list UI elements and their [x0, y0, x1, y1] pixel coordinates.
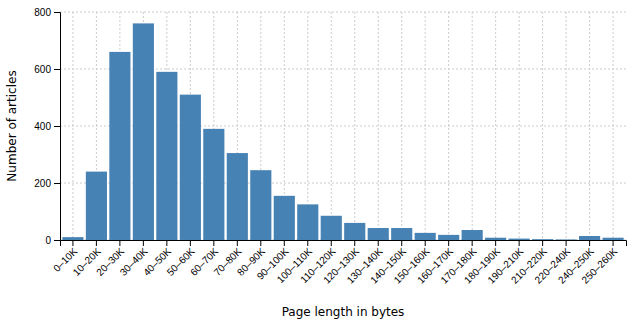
x-axis-line [61, 241, 627, 247]
x-grid-line [519, 12, 520, 240]
x-grid-line [378, 12, 379, 240]
x-grid-line [613, 12, 614, 240]
y-tick-mark [54, 69, 60, 70]
x-tick-mark [307, 240, 308, 246]
x-grid-line [72, 12, 73, 240]
y-axis-title: Number of articles [5, 70, 19, 181]
x-axis-title: Page length in bytes [282, 305, 405, 319]
y-tick: 400 [34, 121, 60, 132]
x-tick-label: 250–260K [579, 245, 619, 285]
x-tick-mark [96, 240, 97, 246]
grid [60, 12, 626, 240]
y-tick: 200 [34, 178, 60, 189]
x-tick-mark [166, 240, 167, 246]
y-axis: 0 200 400 600 800 [34, 7, 60, 246]
bar [86, 172, 107, 240]
x-grid-line [331, 12, 332, 240]
x-tick-mark [401, 240, 402, 246]
bar [532, 239, 553, 240]
bar [297, 204, 318, 240]
x-tick-mark [284, 240, 285, 246]
x-axis: 0–10K10–20K20–30K30–40K40–50K50–60K60–70… [51, 240, 626, 286]
x-tick-mark [237, 240, 238, 246]
x-tick-mark [143, 240, 144, 246]
y-grid-line [60, 12, 626, 13]
x-tick-mark [472, 240, 473, 246]
y-tick-mark [54, 240, 60, 241]
y-tick-label: 400 [34, 121, 51, 132]
x-tick-mark [495, 240, 496, 246]
y-tick-label: 600 [34, 64, 51, 75]
bar [109, 52, 130, 240]
y-tick-label: 800 [34, 7, 51, 18]
bar [485, 238, 506, 240]
chart: 0–10K10–20K20–30K30–40K40–50K50–60K60–70… [0, 0, 640, 324]
y-tick: 0 [45, 235, 60, 246]
x-tick-mark [448, 240, 449, 246]
y-tick-label: 200 [34, 178, 51, 189]
bars [62, 23, 623, 240]
x-grid-line [448, 12, 449, 240]
x-grid-line [566, 12, 567, 240]
x-tick-mark [542, 240, 543, 246]
y-tick-label: 0 [45, 235, 51, 246]
x-tick-mark [519, 240, 520, 246]
y-tick-mark [54, 126, 60, 127]
bar [509, 239, 530, 240]
x-tick-mark [260, 240, 261, 246]
x-grid-line [542, 12, 543, 240]
x-tick-mark [613, 240, 614, 246]
x-tick-mark [72, 240, 73, 246]
x-grid-line [354, 12, 355, 240]
bar [156, 72, 177, 240]
bar [391, 228, 412, 240]
bar [368, 228, 389, 240]
bar [227, 153, 248, 240]
bar [462, 230, 483, 240]
bar [180, 95, 201, 240]
x-tick-mark [354, 240, 355, 246]
x-tick-mark [425, 240, 426, 246]
bar [344, 223, 365, 240]
x-grid-line [589, 12, 590, 240]
x-grid-line [425, 12, 426, 240]
x-tick-mark [190, 240, 191, 246]
x-tick-mark [331, 240, 332, 246]
x-tick-mark [378, 240, 379, 246]
bar [321, 216, 342, 240]
x-tick-mark [119, 240, 120, 246]
x-grid-line [401, 12, 402, 240]
bar [133, 23, 154, 240]
x-tick-mark [589, 240, 590, 246]
x-grid-line [495, 12, 496, 240]
y-tick-mark [54, 12, 60, 13]
y-axis-line [54, 13, 61, 241]
x-tick-mark [213, 240, 214, 246]
x-tick-mark [566, 240, 567, 246]
x-tick: 250–260K [579, 240, 619, 286]
bar [274, 196, 295, 240]
bar [556, 239, 577, 240]
y-tick: 600 [34, 64, 60, 75]
bar [415, 233, 436, 240]
bar [203, 129, 224, 240]
x-grid-line [472, 12, 473, 240]
bar [62, 237, 83, 240]
bar [250, 170, 271, 240]
bar [579, 236, 600, 240]
y-tick: 800 [34, 7, 60, 18]
y-tick-mark [54, 183, 60, 184]
bar [603, 238, 624, 240]
bar [438, 235, 459, 240]
